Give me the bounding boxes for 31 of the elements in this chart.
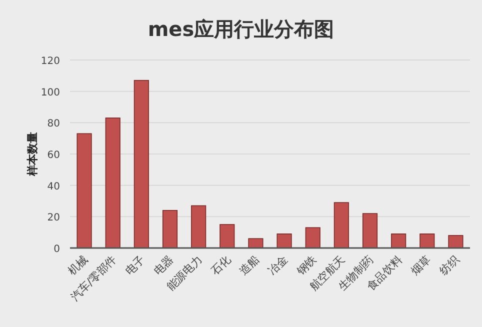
- bar: [162, 210, 178, 248]
- bar: [391, 234, 406, 248]
- bar: [334, 202, 349, 248]
- bar: [420, 234, 435, 248]
- bar: [248, 238, 264, 248]
- y-tick-label: 0: [54, 244, 60, 255]
- bar: [305, 227, 320, 248]
- bar: [276, 234, 292, 248]
- bar: [105, 118, 120, 248]
- x-tick-label: 机械: [66, 252, 90, 278]
- bar: [448, 235, 464, 248]
- x-tick-label: 冶金: [266, 252, 290, 278]
- bar: [220, 224, 235, 248]
- chart-title: mes应用行业分布图: [148, 17, 334, 41]
- x-tick-label: 电子: [122, 252, 148, 278]
- x-tick-label: 钢铁: [294, 252, 319, 278]
- y-axis-title: 样本数量: [26, 132, 39, 177]
- x-tick-label: 石化: [208, 252, 234, 278]
- bar: [362, 213, 378, 248]
- bar: [191, 205, 206, 248]
- x-tick-label: 烟草: [408, 252, 434, 278]
- bar: [134, 80, 149, 248]
- bar: [76, 133, 92, 248]
- y-tick-label: 120: [40, 56, 60, 67]
- x-tick-label: 纺织: [437, 252, 462, 278]
- y-tick-label: 40: [47, 181, 60, 192]
- y-tick-label: 60: [47, 150, 60, 161]
- y-tick-label: 100: [40, 87, 60, 98]
- y-tick-label: 80: [47, 118, 60, 130]
- y-tick-label: 20: [47, 212, 60, 224]
- x-tick-label: 造船: [237, 252, 262, 278]
